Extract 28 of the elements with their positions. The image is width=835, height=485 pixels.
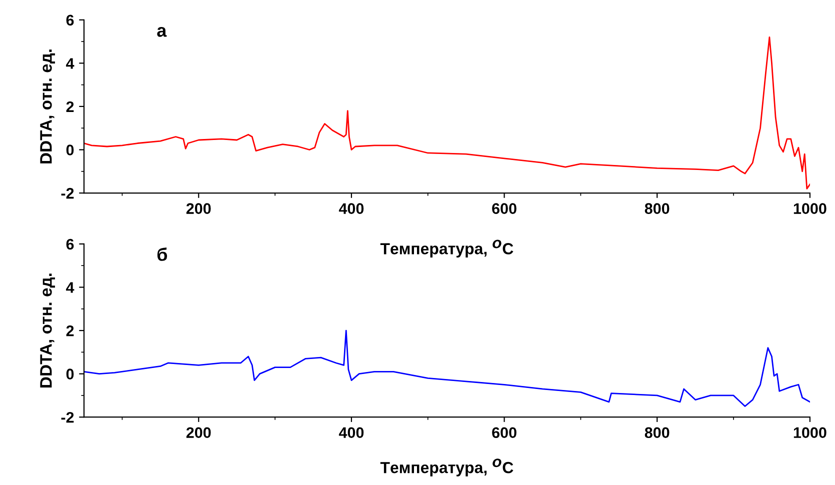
y-tick-label: 6 [66, 14, 74, 26]
line-series [84, 330, 810, 407]
y-tick-label: 4 [66, 58, 74, 69]
y-tick-label: 4 [66, 282, 74, 293]
line-series [84, 36, 810, 190]
x-tick-label: 400 [338, 427, 364, 438]
y-axis-title: DDTA, отн. ед. [40, 50, 55, 164]
x-tick-label: 200 [186, 427, 211, 438]
y-axis-title: DDTA, отн. ед. [40, 274, 55, 388]
y-tick-label: -2 [61, 188, 74, 199]
x-tick-label: 600 [492, 203, 516, 214]
x-axis-title: Температура, $^{O}$C [380, 458, 514, 476]
y-tick-label: 2 [66, 325, 74, 336]
x-tick-label: 1000 [794, 203, 826, 214]
x-tick-label: 200 [186, 203, 211, 214]
x-tick-label: 800 [644, 427, 670, 438]
y-tick-label: -2 [61, 412, 74, 423]
y-tick-label: 0 [66, 368, 74, 380]
y-tick-label: 2 [66, 101, 74, 112]
x-tick-label: 600 [492, 427, 516, 438]
x-tick-label: 400 [338, 203, 364, 214]
annotation: б [157, 248, 168, 261]
x-axis-title: Температура, $^{O}$C [380, 240, 514, 258]
y-tick-label: 0 [66, 144, 74, 156]
x-tick-label: 1000 [794, 427, 826, 438]
y-tick-label: 6 [66, 238, 74, 250]
x-tick-label: 800 [644, 203, 670, 214]
annotation: а [157, 26, 167, 37]
